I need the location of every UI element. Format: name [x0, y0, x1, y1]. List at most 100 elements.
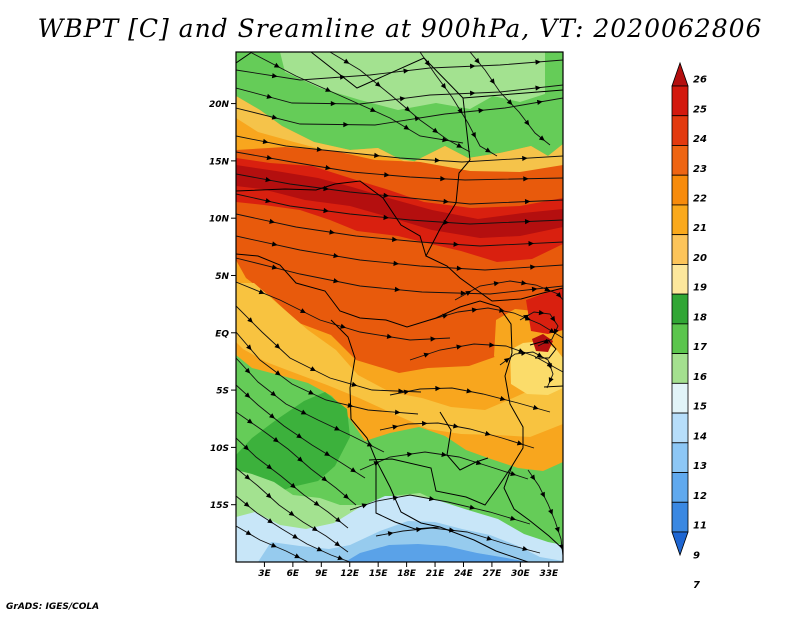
streamline-arrow [323, 207, 329, 214]
colorbar-label: 7 [693, 580, 700, 591]
streamline-arrow [243, 501, 250, 508]
streamline-arrow [297, 456, 303, 462]
streamline-arrow [296, 433, 303, 439]
streamline-arrow [456, 265, 463, 271]
colorbar-top-triangle [671, 61, 689, 87]
colorbar-segment [671, 174, 689, 206]
streamline-arrow [548, 377, 554, 384]
streamline-arrow [274, 370, 281, 376]
streamline-arrow [422, 420, 428, 427]
border-line [543, 385, 563, 388]
field-light-blue [258, 521, 563, 562]
streamline-arrow [516, 440, 523, 446]
streamline-arrow [485, 147, 492, 153]
streamline-arrow [300, 409, 307, 415]
colorbar-label: 9 [693, 550, 700, 561]
streamline-arrow [243, 444, 249, 451]
streamline-arrow [245, 530, 252, 536]
streamline-arrow [489, 78, 495, 85]
streamline [236, 331, 419, 415]
streamline-arrow [269, 218, 275, 224]
streamline-arrow [443, 198, 449, 204]
border-line [425, 159, 563, 302]
streamline-arrow [374, 152, 380, 158]
colorbar-segment [671, 412, 689, 444]
streamline-arrow [270, 542, 277, 548]
streamline-arrow [540, 491, 545, 498]
streamline-arrow [244, 367, 251, 374]
streamline-arrow [333, 278, 339, 284]
streamline-arrow [269, 413, 275, 419]
streamline-arrow [335, 516, 341, 523]
streamline-arrow [432, 127, 439, 133]
streamline-arrow [310, 366, 316, 371]
border-line [236, 52, 253, 64]
lon-label: 9E [315, 569, 328, 579]
colorbar-label: 26 [693, 75, 707, 86]
colorbar-label: 12 [693, 491, 707, 502]
streamline-arrow [244, 392, 251, 398]
streamline-arrow [300, 308, 306, 313]
streamline-arrow [311, 526, 318, 532]
streamline-arrow [442, 137, 448, 143]
streamline-arrow [330, 100, 337, 107]
colorbar-segment [671, 145, 689, 176]
colorbar-segment [671, 234, 689, 265]
streamline-arrow [247, 317, 253, 323]
longitude-axis: 3E 6E 9E 12E 15E 18E 21E 24E 27E 30E 33E [258, 562, 559, 579]
border-line [330, 319, 529, 562]
streamline-arrow [393, 260, 399, 266]
streamline-arrow [554, 526, 560, 533]
streamline-arrow [244, 474, 251, 480]
lon-label: 18E [397, 569, 417, 579]
streamline-arrow [292, 533, 299, 539]
streamline-arrow [316, 146, 323, 152]
map-frame [235, 51, 564, 563]
streamline-arrow [325, 87, 332, 92]
field-darkred-core [236, 165, 563, 238]
border-line [236, 180, 427, 257]
streamline-arrow [403, 389, 410, 395]
colorbar-label: 21 [693, 223, 707, 234]
lon-label: 21E [426, 569, 446, 579]
streamline-arrow [316, 546, 323, 552]
colorbar-segment [671, 501, 689, 533]
streamline-arrow [343, 121, 349, 128]
streamline-arrow [474, 57, 480, 64]
streamline [236, 281, 451, 341]
streamline-arrow [493, 281, 500, 287]
streamline-arrow [440, 83, 447, 89]
streamline-arrow [373, 461, 380, 467]
streamline-arrow [391, 236, 398, 242]
lat-label: 15S [210, 501, 229, 511]
streamline-arrow [403, 68, 409, 74]
streamline-arrow [499, 395, 506, 402]
colorbar-label: 20 [693, 253, 707, 264]
streamline-arrow [392, 424, 399, 430]
streamline-arrow [266, 464, 273, 470]
colorbar-segment [671, 442, 689, 473]
streamline-arrow [484, 430, 491, 436]
streamline-arrow [460, 290, 467, 296]
streamline-arrow [535, 85, 541, 91]
streamline-arrow [265, 176, 272, 183]
temperature-field [236, 52, 563, 562]
field-green-dark-west [236, 392, 350, 498]
streamline-arrow [313, 500, 320, 507]
border-line [310, 52, 471, 161]
streamline-arrow [246, 344, 252, 351]
streamline-arrow [403, 124, 410, 130]
streamline-arrow [340, 323, 346, 329]
colorbar-segment [671, 293, 689, 325]
streamline-arrow [489, 342, 495, 348]
streamline-arrow [423, 352, 430, 358]
streamline-arrow [387, 531, 394, 537]
streamline-arrow [270, 390, 277, 397]
streamline-arrow [334, 541, 341, 547]
streamline-arrow [267, 518, 274, 524]
streamline-arrow [531, 286, 538, 292]
streamline-arrow [532, 404, 539, 410]
streamline-arrow [506, 99, 513, 105]
field-yellow-band [236, 283, 563, 437]
